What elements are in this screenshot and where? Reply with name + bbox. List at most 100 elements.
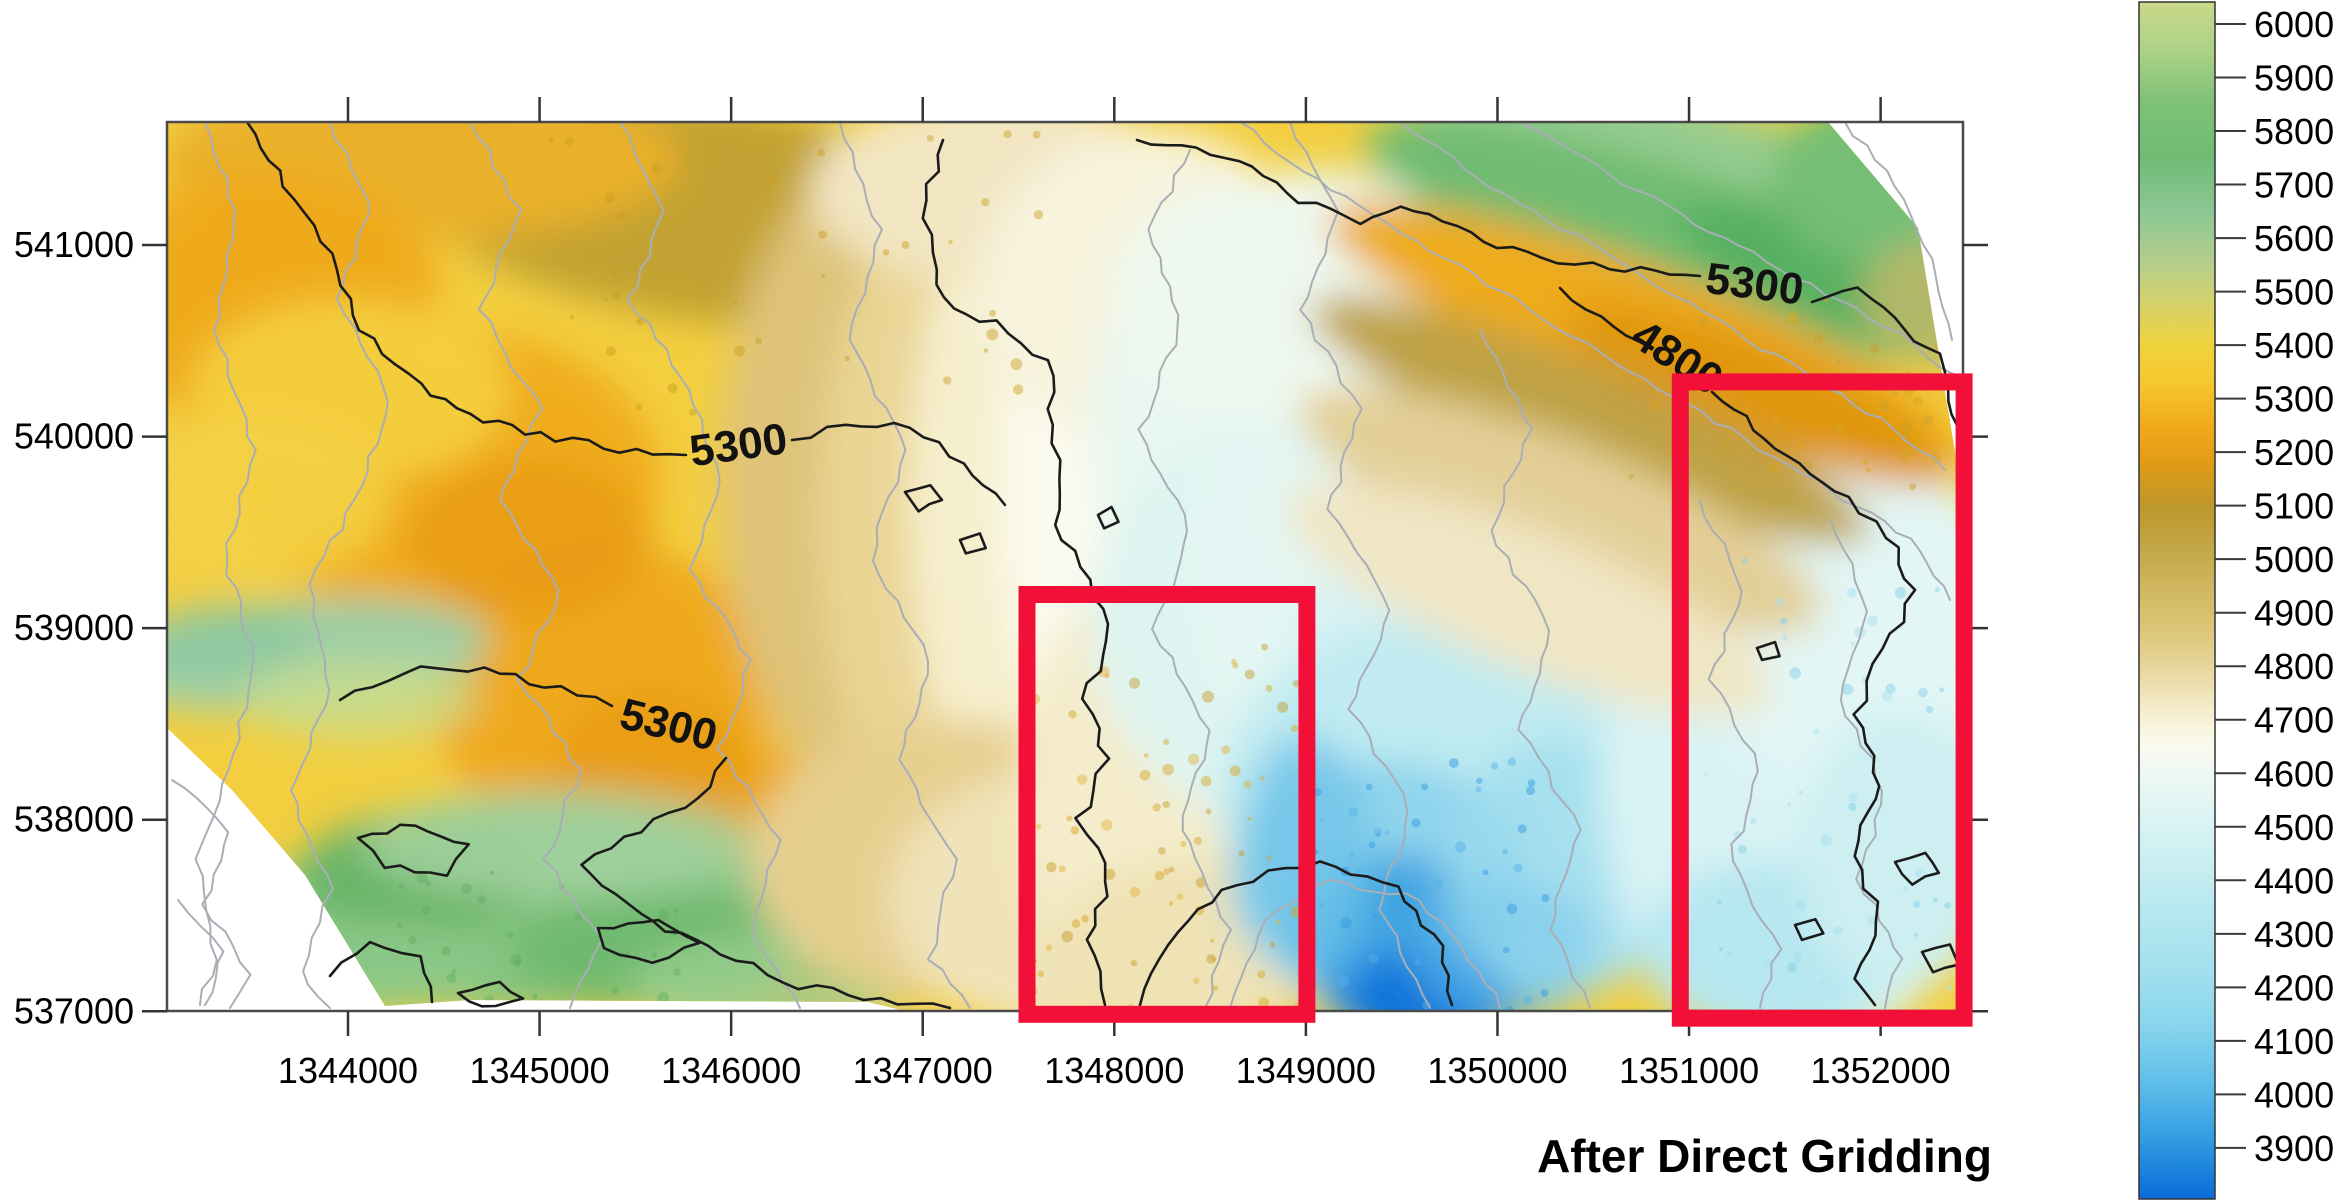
colorbar: 6000 5900 5800 5700 5600 5500 5400 5300 5200 5100…	[2138, 1, 2334, 1200]
speckle-dot	[1526, 786, 1535, 796]
speckle-dot	[657, 909, 669, 921]
x-tick-label: 1351000	[1619, 1050, 1759, 1091]
contour-label-text: 5300	[1703, 254, 1806, 315]
speckle-dot	[451, 968, 457, 974]
speckle-dot	[673, 968, 681, 976]
speckle-dot	[1851, 641, 1856, 646]
speckle-dot	[1130, 959, 1138, 967]
speckle-dot	[1848, 793, 1858, 803]
contour-lines	[171, 122, 1962, 1010]
highlight-box	[1671, 373, 1973, 1027]
axes: 1344000 1345000 1346000 1347000 1348000 13490…	[14, 97, 1988, 1091]
speckle-dot	[1502, 946, 1510, 954]
speckle-dot	[1725, 950, 1733, 957]
speckle-dot	[1714, 449, 1721, 457]
speckle-dot	[1823, 298, 1829, 303]
speckle-dot	[1947, 985, 1953, 991]
speckle-dot	[1718, 440, 1731, 452]
speckle-dot	[1939, 687, 1945, 693]
speckle-dot	[1490, 762, 1499, 770]
speckle-dot	[1071, 919, 1081, 928]
elevation-blob	[167, 420, 390, 580]
speckle-dot	[1772, 414, 1781, 423]
speckle-dot	[1787, 312, 1799, 324]
speckle-dot	[1128, 677, 1141, 689]
chart-title: After Direct Gridding	[1537, 1130, 1992, 1182]
elevation-speckles	[397, 130, 1953, 1011]
speckle-dot	[1414, 959, 1421, 966]
speckle-dot	[1780, 617, 1788, 625]
contour-line-major	[790, 421, 1007, 507]
speckle-dot	[408, 936, 417, 945]
speckle-dot	[1373, 828, 1382, 837]
speckle-dot	[1699, 316, 1708, 326]
colorbar-tick-label: 5100	[2254, 486, 2334, 527]
highlight-box	[1018, 586, 1316, 1023]
speckle-dot	[1265, 684, 1273, 692]
speckle-dot	[901, 240, 910, 249]
elevation-blob	[1287, 482, 1773, 718]
colorbar-tick-label: 4700	[2254, 700, 2334, 741]
colorbar-tick-label: 5400	[2254, 325, 2334, 366]
speckle-dot	[1540, 989, 1549, 998]
speckle-dot	[710, 138, 715, 144]
speckle-dot	[1718, 947, 1723, 952]
speckle-dot	[1154, 871, 1165, 881]
contour-line-minor	[1239, 122, 1951, 601]
colorbar-tick-label: 5900	[2254, 58, 2334, 99]
speckle-dot	[1506, 903, 1518, 915]
speckle-dot	[1774, 327, 1779, 332]
colorbar-tick-label: 5800	[2254, 111, 2334, 152]
speckle-dot	[1893, 390, 1899, 396]
speckle-dot	[1348, 807, 1359, 818]
speckle-dot	[733, 345, 746, 357]
colorbar-swatch	[2138, 1, 2216, 1200]
speckle-dot	[765, 175, 776, 186]
speckle-dot	[1104, 673, 1110, 679]
speckle-dot	[477, 895, 487, 904]
speckle-dot	[1702, 303, 1708, 309]
speckle-dot	[1143, 753, 1149, 758]
contour-line-major	[1710, 390, 1917, 1007]
speckle-dot	[673, 908, 679, 914]
contour-line-major	[456, 980, 525, 1008]
speckle-dot	[1914, 932, 1919, 937]
speckle-dot	[1163, 868, 1170, 875]
speckle-dot	[549, 136, 554, 142]
speckle-dot	[1366, 783, 1373, 791]
speckle-dot	[726, 273, 733, 280]
minor-contours	[171, 122, 1956, 1009]
contour-line-major	[921, 138, 1111, 1007]
speckle-dot	[1277, 701, 1289, 713]
contour-line-minor	[171, 779, 252, 1009]
speckle-dot	[1003, 130, 1012, 139]
colorbar-tick-label: 4300	[2254, 914, 2334, 955]
contour-line-major	[338, 665, 614, 708]
speckle-dot	[1913, 900, 1921, 909]
speckle-dot	[1882, 691, 1893, 702]
speckle-dot	[510, 954, 522, 966]
speckle-dot	[1787, 962, 1798, 973]
speckle-dot	[1502, 848, 1509, 855]
speckle-dot	[1944, 902, 1951, 909]
speckle-dot	[1885, 683, 1896, 694]
speckle-dot	[425, 880, 432, 887]
speckle-dot	[926, 134, 934, 142]
speckle-dot	[1838, 406, 1844, 413]
speckle-dot	[1261, 643, 1269, 651]
elevation-blob	[410, 460, 650, 620]
speckle-dot	[1392, 955, 1404, 967]
speckle-dot	[538, 999, 543, 1004]
speckle-dot	[1101, 819, 1113, 831]
speckle-dot	[1879, 401, 1890, 412]
elevation-blob	[167, 604, 315, 676]
speckle-dot	[1541, 894, 1550, 903]
speckle-dot	[1368, 953, 1379, 964]
speckle-dot	[1066, 815, 1073, 822]
speckle-dot	[1763, 957, 1773, 968]
speckle-dot	[1475, 786, 1482, 793]
speckle-dot	[1704, 321, 1714, 331]
x-tick-label: 1352000	[1811, 1050, 1951, 1091]
